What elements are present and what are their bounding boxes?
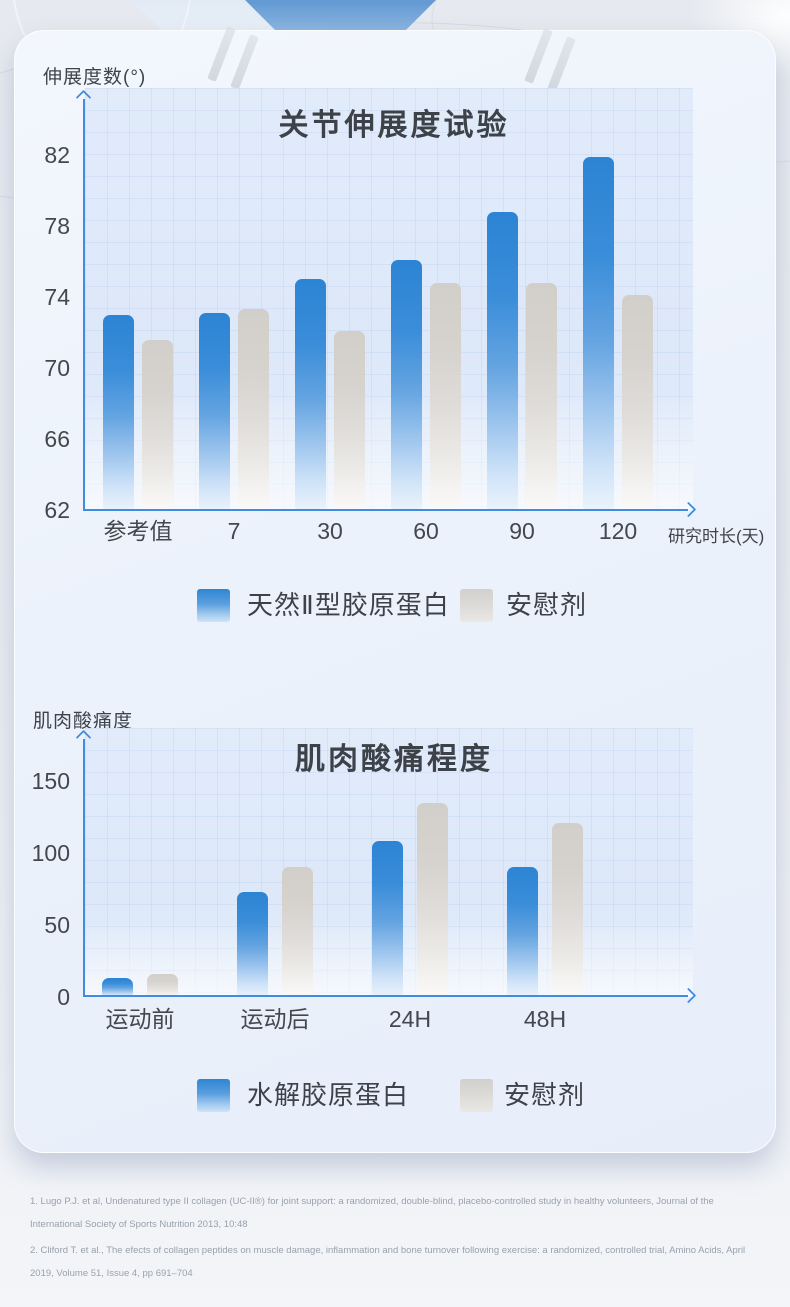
y-tick-label: 78 xyxy=(44,213,70,239)
reference-footnotes: 1. Lugo P.J. et al, Undenatured type II … xyxy=(30,1190,766,1288)
chart2-legend-swatch-collagen xyxy=(197,1079,230,1112)
footnote-1: 1. Lugo P.J. et al, Undenatured type II … xyxy=(30,1196,714,1230)
y-tick-label: 70 xyxy=(44,355,70,381)
chart1-x-axis-label: 研究时长(天) xyxy=(668,527,765,546)
chart1-legend-swatch-placebo xyxy=(460,589,493,622)
bar-placebo-7 xyxy=(238,309,269,510)
x-tick-label: 运动前 xyxy=(105,1006,175,1032)
chart2-y-axis-label: 肌肉酸痛度 xyxy=(33,711,134,732)
bar-placebo-90 xyxy=(526,282,557,510)
chart2-y-axis-line xyxy=(83,739,85,997)
bar-placebo-48H xyxy=(552,822,583,997)
chart2-legend-label-placebo: 安慰剂 xyxy=(504,1080,586,1110)
chart2-legend-label-collagen: 水解胶原蛋白 xyxy=(247,1080,410,1110)
y-tick-label: 82 xyxy=(44,142,70,168)
x-tick-label: 120 xyxy=(598,518,638,544)
x-tick-label: 7 xyxy=(227,518,241,544)
x-tick-label: 运动后 xyxy=(240,1006,310,1032)
bar-collagen-运动后 xyxy=(237,891,268,997)
bar-collagen-运动前 xyxy=(102,978,133,997)
chart1-legend-label-placebo: 安慰剂 xyxy=(506,590,588,620)
y-tick-label: 74 xyxy=(44,284,70,310)
y-tick-label: 0 xyxy=(57,984,70,1010)
chart1-legend-label-collagen: 天然Ⅱ型胶原蛋白 xyxy=(247,590,450,620)
y-tick-label: 66 xyxy=(44,426,70,452)
chart1-legend-swatch-collagen xyxy=(197,589,230,622)
bar-collagen-参考值 xyxy=(103,314,134,510)
chart1-y-axis-label: 伸展度数(°) xyxy=(43,67,147,88)
bar-collagen-7 xyxy=(199,312,230,510)
x-tick-label: 24H xyxy=(388,1006,432,1032)
x-tick-label: 48H xyxy=(523,1006,567,1032)
chart1-x-axis-line xyxy=(83,509,688,511)
bar-placebo-运动前 xyxy=(147,973,178,997)
y-tick-label: 50 xyxy=(44,912,70,938)
x-tick-label: 60 xyxy=(413,518,439,544)
bar-collagen-30 xyxy=(295,279,326,510)
bar-collagen-90 xyxy=(487,211,518,510)
y-tick-label: 100 xyxy=(31,840,70,866)
y-tick-label: 150 xyxy=(31,768,70,794)
bar-placebo-30 xyxy=(334,330,365,510)
chart1-title: 关节伸展度试验 xyxy=(278,109,510,142)
bar-placebo-120 xyxy=(622,295,653,510)
bar-collagen-60 xyxy=(391,259,422,510)
x-tick-label: 30 xyxy=(317,518,343,544)
x-tick-label: 90 xyxy=(509,518,535,544)
y-tick-label: 62 xyxy=(44,497,70,523)
bar-placebo-运动后 xyxy=(282,867,313,997)
bar-placebo-参考值 xyxy=(142,339,173,510)
chart2-x-axis-line xyxy=(83,995,688,997)
bar-collagen-120 xyxy=(583,156,614,510)
chart2-legend-swatch-placebo xyxy=(460,1079,493,1112)
footnote-2: 2. Cliford T. et al., The efects of coll… xyxy=(30,1245,746,1279)
bar-placebo-60 xyxy=(430,282,461,510)
bar-collagen-24H xyxy=(372,841,403,997)
chart1-y-axis-line xyxy=(83,99,85,510)
x-tick-label: 参考值 xyxy=(103,518,173,544)
chart2-title: 肌肉酸痛程度 xyxy=(295,743,493,776)
bar-collagen-48H xyxy=(507,867,538,997)
bar-placebo-24H xyxy=(417,802,448,997)
